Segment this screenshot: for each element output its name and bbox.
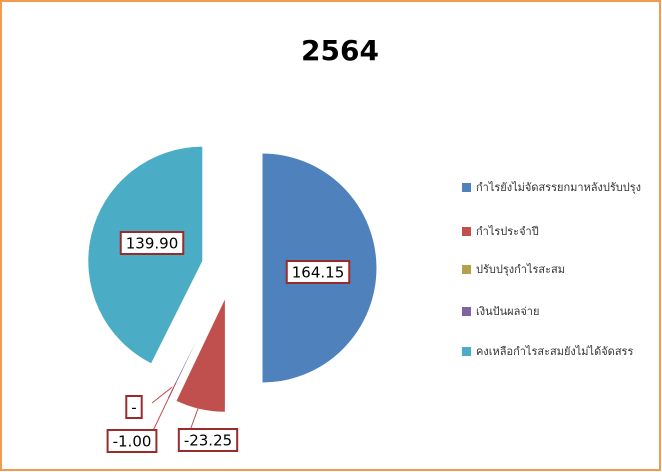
- pie-slice: [87, 145, 204, 365]
- legend-swatch: [462, 347, 471, 356]
- legend-swatch: [462, 227, 471, 236]
- data-label-box: [285, 260, 351, 284]
- legend-swatch: [462, 265, 471, 274]
- legend-swatch: [462, 183, 471, 192]
- legend-label: กำไรประจำปี: [476, 225, 539, 238]
- data-label-box: [125, 395, 143, 419]
- legend-label: กำไรยังไม่จัดสรรยกมาหลังปรับปรุง: [476, 181, 641, 194]
- data-label-box: [177, 428, 239, 452]
- data-label: -1.00: [113, 433, 152, 451]
- data-label: 164.15: [292, 264, 345, 282]
- legend-label: คงเหลือกำไรสะสมยังไม่ได้จัดสรร: [476, 345, 633, 358]
- pie-slice: [175, 297, 226, 413]
- chart-title: 2564: [301, 34, 379, 67]
- data-label-box: [106, 429, 158, 453]
- legend-swatch: [462, 307, 471, 316]
- data-label: -: [131, 399, 136, 417]
- data-label-box: [119, 231, 185, 255]
- legend-label: เงินปันผลจ่าย: [476, 305, 539, 318]
- leader-line: [149, 382, 177, 438]
- data-label: -23.25: [184, 432, 232, 450]
- legend-label: ปรับปรุงกำไรสะสม: [476, 263, 565, 276]
- data-label: 139.90: [126, 235, 179, 253]
